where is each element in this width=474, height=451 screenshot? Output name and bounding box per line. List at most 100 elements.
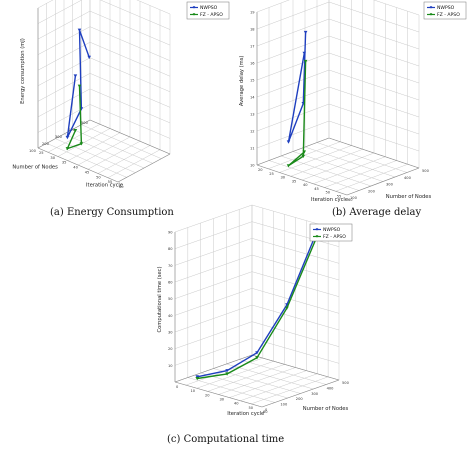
x-tick-label: 25 — [39, 151, 44, 155]
data-point — [285, 303, 289, 307]
z-tick-label: 14 — [250, 96, 255, 100]
gridline — [251, 254, 340, 281]
gridline — [256, 69, 330, 98]
data-point — [79, 142, 84, 146]
data-point — [286, 140, 291, 144]
gridline — [251, 304, 340, 331]
series-line-nwpso — [197, 231, 318, 378]
legend-entry: FZ - APSO — [437, 12, 460, 18]
y-tick-label: 400 — [327, 386, 335, 390]
chart-grid — [37, 0, 171, 183]
gridline — [328, 18, 420, 50]
gridline — [55, 138, 136, 173]
x-tick-label: 60 — [263, 410, 268, 414]
gridline — [268, 160, 360, 191]
gridline — [251, 221, 340, 247]
gridline — [63, 133, 145, 169]
gridline — [89, 10, 171, 46]
data-point — [286, 164, 291, 168]
data-point — [65, 135, 70, 140]
data-point — [255, 351, 259, 355]
box-edge — [346, 167, 420, 196]
gridline — [174, 271, 253, 299]
x-axis-label: Iteration cycle — [227, 411, 264, 417]
data-point — [255, 356, 259, 360]
legend-marker — [315, 235, 319, 238]
z-tick-label: 10 — [250, 164, 255, 168]
z-tick-label: 10 — [168, 364, 173, 368]
gridline — [239, 359, 327, 385]
y-axis-label: Number of Nodes — [303, 406, 349, 412]
gridline — [226, 363, 314, 390]
gridline — [328, 103, 420, 135]
data-point — [77, 84, 82, 88]
gridline — [37, 57, 91, 86]
gridline — [304, 146, 396, 178]
data-point — [87, 55, 91, 60]
x-tick-label: 60 — [119, 185, 124, 189]
chart-energy-consumption: 2530354045505560100200300400500Iteration… — [12, 0, 230, 189]
data-point — [303, 59, 308, 64]
gridline — [328, 1, 420, 33]
gridline — [256, 35, 330, 64]
z-tick-label: 40 — [168, 314, 173, 318]
gridline — [292, 151, 384, 182]
y-axis — [174, 354, 253, 383]
x-tick-label: 20 — [258, 168, 263, 172]
gridline — [328, 120, 420, 152]
z-tick-label: 17 — [250, 45, 255, 49]
x-tick-label: 40 — [73, 166, 78, 170]
z-axis-label: Average delay (ms) — [239, 56, 245, 107]
gridline — [373, 0, 420, 16]
z-tick-label: 11 — [250, 147, 255, 151]
gridline — [256, 52, 330, 81]
chart-grid — [174, 204, 340, 408]
x-axis-label: Iteration cycle — [311, 197, 348, 203]
gridline — [174, 338, 253, 366]
z-tick-label: 13 — [250, 113, 255, 117]
legend-marker — [429, 13, 433, 16]
x-tick-label: 30 — [281, 176, 286, 180]
data-point — [65, 147, 70, 151]
y-tick-label: 200 — [296, 397, 304, 401]
gridline — [316, 142, 408, 173]
x-tick-label: 45 — [85, 170, 90, 174]
legend-entry: FZ - APSO — [323, 234, 346, 240]
legend-marker — [192, 6, 196, 9]
y-tick-label: 100 — [280, 403, 288, 407]
y-tick-label: 500 — [342, 381, 350, 385]
gridline — [174, 321, 253, 349]
legend-entry: NWPSO — [323, 227, 341, 233]
data-point — [77, 28, 82, 32]
gridline — [72, 129, 153, 164]
z-tick-label: 15 — [250, 79, 255, 83]
gridline — [37, 42, 91, 71]
tick-labels: 0102030405060010020030040050010203040506… — [168, 231, 350, 415]
series-group — [286, 30, 308, 168]
series-group — [65, 28, 91, 151]
y-tick-label: 500 — [81, 121, 89, 125]
gridline — [37, 0, 83, 24]
z-tick-label: 20 — [168, 347, 173, 351]
gridline — [256, 1, 330, 30]
gridline — [328, 52, 420, 84]
gridline — [89, 57, 171, 93]
y-tick-label: 100 — [29, 149, 37, 153]
y-axis — [256, 137, 330, 166]
y-tick-label: 0 — [265, 408, 268, 412]
chart-panel-energy: 25 30 35 40 45 50 55 60 100 200 300 400 500 Iteration… — [0, 0, 237, 220]
gridline — [89, 104, 171, 139]
x-axis — [174, 381, 263, 408]
caption-computational: (c) Computational time — [167, 434, 285, 445]
y-axis-label: Number of Nodes — [386, 194, 432, 200]
gridline — [174, 238, 253, 266]
gridline — [328, 35, 420, 67]
chart-grid — [256, 0, 420, 196]
gridline — [37, 26, 91, 55]
x-tick-label: 30 — [50, 156, 55, 160]
data-point — [73, 74, 78, 78]
data-point — [225, 369, 229, 373]
x-tick-label: 35 — [62, 161, 67, 165]
